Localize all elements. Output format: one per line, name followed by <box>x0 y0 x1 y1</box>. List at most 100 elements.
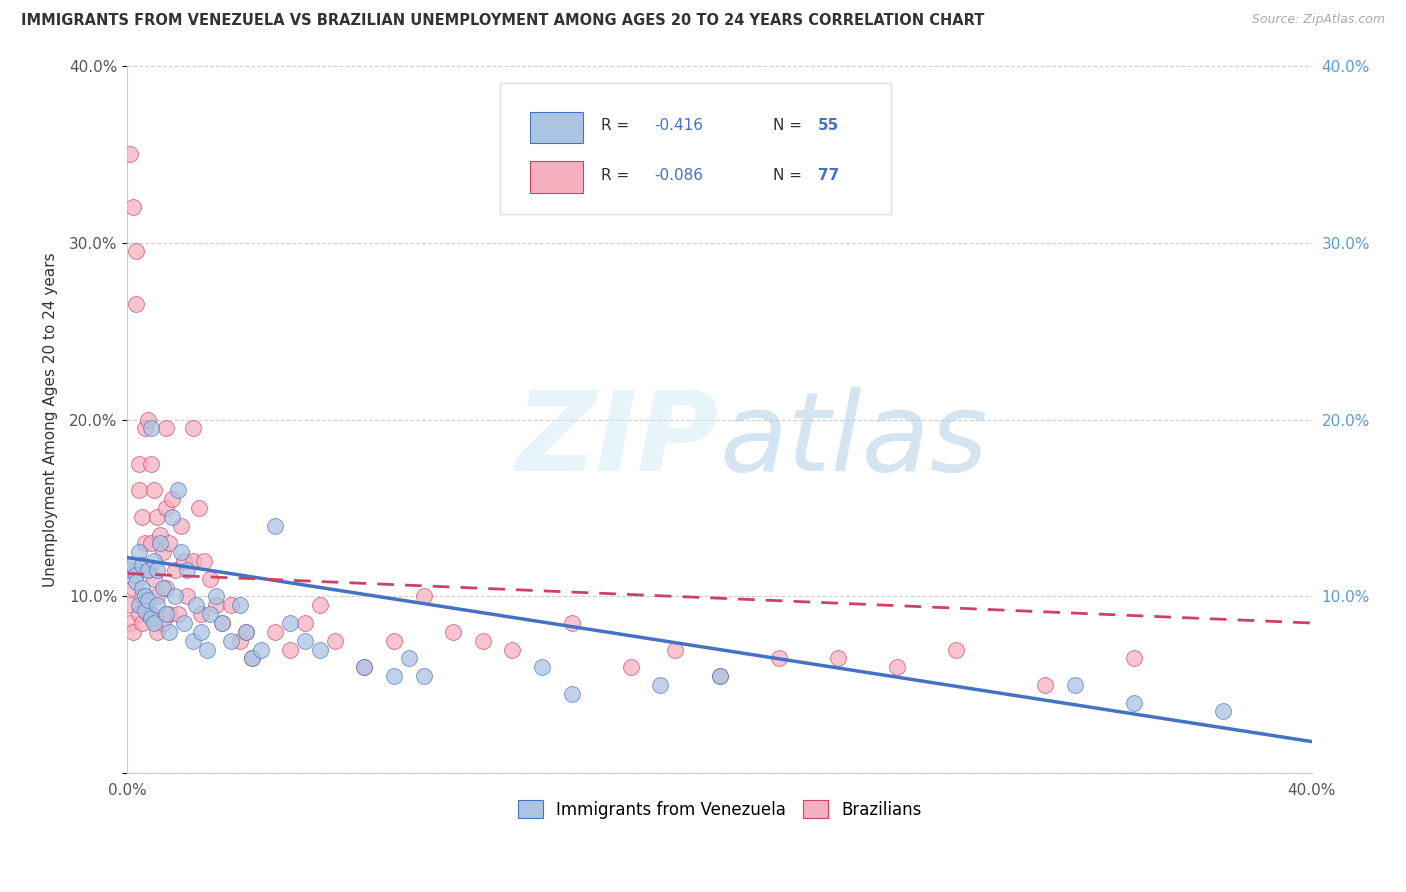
Point <box>139 536 162 550</box>
Point <box>122 558 145 572</box>
Point <box>200 572 222 586</box>
Point <box>530 660 553 674</box>
Point <box>294 633 316 648</box>
Point <box>134 604 156 618</box>
Point <box>128 607 150 622</box>
Point <box>157 607 180 622</box>
Point <box>200 607 222 622</box>
Point <box>278 642 301 657</box>
Point <box>131 509 153 524</box>
Point <box>139 457 162 471</box>
Point <box>219 633 242 648</box>
Point <box>155 501 177 516</box>
Point <box>205 590 228 604</box>
Point <box>128 599 150 613</box>
Point <box>309 599 332 613</box>
Point <box>173 554 195 568</box>
Point <box>197 642 219 657</box>
Point <box>143 615 166 630</box>
Text: N =: N = <box>773 119 807 133</box>
Point <box>205 599 228 613</box>
Point <box>131 558 153 572</box>
Point <box>143 554 166 568</box>
Point <box>264 518 287 533</box>
Point <box>353 660 375 674</box>
Point <box>620 660 643 674</box>
Point <box>146 563 169 577</box>
Point <box>125 244 148 259</box>
Point <box>1033 678 1056 692</box>
Point <box>219 599 242 613</box>
Point <box>122 624 145 639</box>
Point <box>152 545 174 559</box>
Point <box>309 642 332 657</box>
Point <box>650 678 672 692</box>
Point <box>249 642 271 657</box>
Text: -0.416: -0.416 <box>654 119 703 133</box>
Point <box>160 492 183 507</box>
Point <box>398 651 420 665</box>
Point <box>157 624 180 639</box>
Point <box>664 642 686 657</box>
Point <box>120 599 142 613</box>
Point <box>211 615 233 630</box>
Point <box>155 421 177 435</box>
Point <box>120 615 142 630</box>
Point <box>561 615 583 630</box>
Point <box>184 599 207 613</box>
Point <box>125 575 148 590</box>
Point <box>235 624 257 639</box>
Point <box>827 651 849 665</box>
Point <box>136 593 159 607</box>
Point <box>155 607 177 622</box>
Point <box>294 615 316 630</box>
Point <box>128 483 150 498</box>
Point <box>709 669 731 683</box>
FancyBboxPatch shape <box>530 161 583 193</box>
Point <box>166 607 188 622</box>
Text: ZIP: ZIP <box>516 387 720 494</box>
Point <box>181 633 204 648</box>
Point <box>1063 678 1085 692</box>
Point <box>146 599 169 613</box>
Point <box>122 581 145 595</box>
Point <box>501 642 523 657</box>
Point <box>235 624 257 639</box>
Point <box>264 624 287 639</box>
Point <box>190 624 212 639</box>
Point <box>131 590 153 604</box>
Point <box>136 563 159 577</box>
Point <box>134 421 156 435</box>
Point <box>166 483 188 498</box>
Point <box>149 527 172 541</box>
Point <box>945 642 967 657</box>
Point <box>561 687 583 701</box>
Point <box>471 633 494 648</box>
Point <box>441 624 464 639</box>
Point <box>120 147 142 161</box>
Point <box>412 590 434 604</box>
Point <box>136 563 159 577</box>
Point <box>240 651 263 665</box>
FancyBboxPatch shape <box>530 112 583 144</box>
Text: 77: 77 <box>818 168 839 183</box>
Text: IMMIGRANTS FROM VENEZUELA VS BRAZILIAN UNEMPLOYMENT AMONG AGES 20 TO 24 YEARS CO: IMMIGRANTS FROM VENEZUELA VS BRAZILIAN U… <box>21 13 984 29</box>
Text: R =: R = <box>602 168 640 183</box>
Point <box>886 660 908 674</box>
Text: Source: ZipAtlas.com: Source: ZipAtlas.com <box>1251 13 1385 27</box>
Point <box>134 590 156 604</box>
Text: R =: R = <box>602 119 640 133</box>
Text: -0.086: -0.086 <box>654 168 703 183</box>
Point <box>122 200 145 214</box>
Point <box>382 633 405 648</box>
Point <box>240 651 263 665</box>
Point <box>382 669 405 683</box>
Point <box>229 633 252 648</box>
Point <box>134 599 156 613</box>
FancyBboxPatch shape <box>501 83 891 214</box>
Point <box>353 660 375 674</box>
Point <box>278 615 301 630</box>
Point <box>152 581 174 595</box>
Text: N =: N = <box>773 168 807 183</box>
Point <box>211 615 233 630</box>
